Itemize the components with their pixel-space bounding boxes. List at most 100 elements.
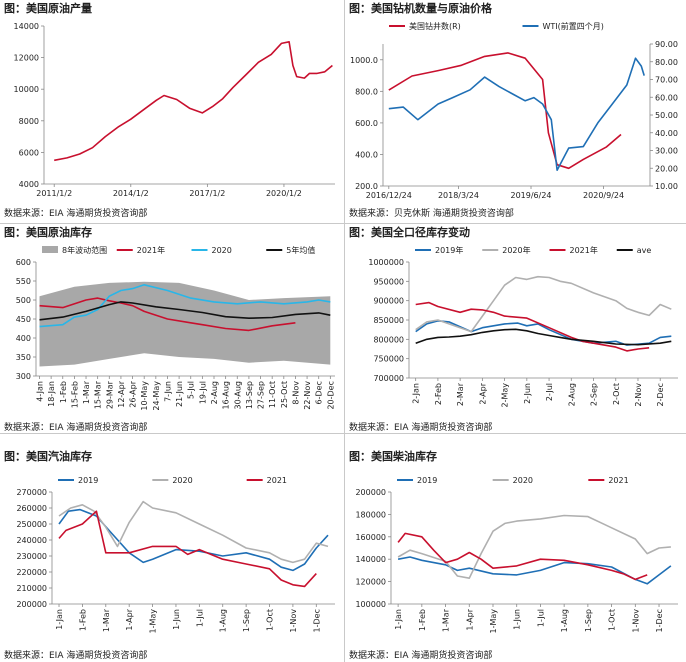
x-tick-label: 12-Apr (117, 380, 126, 407)
series-line (58, 510, 317, 588)
divider-vertical (344, 0, 345, 662)
x-tick-label: 18-Jan (47, 381, 56, 407)
series-line (39, 301, 331, 321)
x-tick-label: 2-Sep (590, 383, 599, 406)
x-tick-label: 2016/12/24 (366, 191, 412, 200)
y-tick-label: 8000 (19, 117, 39, 126)
y-tick-label: 300 (16, 372, 31, 381)
y-tick-label: 550 (16, 277, 31, 286)
divider-horizontal (0, 223, 686, 224)
panel-gasoline-inventory: 图：美国汽油库存 200000 210000 220000 230000 240000 2… (0, 448, 343, 662)
y2-tick-label: 50.00 (655, 111, 678, 120)
x-tick-label: 1-May (149, 609, 158, 634)
y-tick-label: 100000 (355, 600, 386, 609)
x-tick-label: 25-Oct (280, 381, 289, 408)
x-tick-label: 10-May (140, 381, 149, 411)
x-tick-label: 2-Aug (567, 383, 576, 406)
x-tick-label: 4-Jan (35, 381, 44, 402)
x-tick-label: 22-Nov (303, 381, 312, 410)
series-line (54, 40, 333, 162)
panel-total-inventory: 图：美国全口径库存变动 700000 750000 800000 850000 9000… (345, 224, 686, 434)
x-tick-label: 15-Feb (70, 381, 79, 408)
y-tick-label: 140000 (355, 555, 386, 564)
x-tick-label: 1-Aug (219, 609, 228, 632)
y-tick-label: 800000 (373, 335, 404, 344)
x-tick-label: 2-Jun (523, 383, 532, 404)
x-tick-label: 1-Feb (418, 609, 427, 631)
y-tick-label: 350 (16, 353, 31, 362)
panel-crude-inventory: 图：美国原油库存 300 350 400 450 500 550 600 4-Jan 18-Ja… (0, 224, 343, 434)
x-tick-label: 2011/1/2 (36, 189, 72, 198)
legend-label: 2019年 (435, 245, 463, 255)
x-tick-label: 19-Jul (198, 381, 207, 404)
x-tick-label: 1-Aug (560, 609, 569, 632)
x-tick-label: 2-Dec (656, 383, 665, 406)
y-tick-label: 200000 (16, 600, 47, 609)
y-tick-label: 800.0 (355, 87, 378, 96)
y-tick-label: 14000 (14, 22, 39, 31)
x-tick-label: 5-Jul (187, 381, 196, 399)
y-tick-label: 180000 (355, 510, 386, 519)
x-tick-label: 13-Sep (245, 381, 254, 409)
y-tick-label: 220000 (16, 568, 47, 577)
x-tick-label: 2-Nov (634, 383, 643, 407)
series-line (58, 500, 329, 564)
x-tick-label: 7-Jun (163, 381, 172, 402)
x-tick-label: 8-Nov (291, 381, 300, 405)
y-tick-label: 160000 (355, 533, 386, 542)
x-tick-label: 27-Sep (257, 381, 266, 409)
y-tick-label: 750000 (373, 355, 404, 364)
legend-label: WTI(前置四个月) (543, 21, 604, 31)
divider-horizontal (0, 433, 686, 434)
x-tick-label: 2-Jul (545, 383, 554, 401)
y-tick-label: 4000 (19, 180, 39, 189)
y2-tick-label: 20.00 (655, 164, 678, 173)
y-tick-label: 200.0 (355, 182, 378, 191)
y-tick-label: 450 (16, 315, 31, 324)
legend-label: 2020年 (502, 245, 530, 255)
panel-crude-production: 图：美国原油产量 4000 6000 8000 10000 12000 14000 2011… (0, 0, 343, 224)
legend-label: 2020 (513, 476, 533, 485)
panel-title: 图：美国柴油库存 (349, 450, 437, 463)
panel-source: 数据来源：EIA 海通期货投资咨询部 (349, 423, 493, 433)
chart-diesel-inventory: 100000 120000 140000 160000 180000 200000 1-Ja… (355, 476, 678, 634)
series-line (415, 275, 672, 333)
x-tick-label: 1-Oct (608, 609, 617, 631)
panel-source: 数据来源：EIA 海通期货投资咨询部 (349, 651, 493, 661)
x-tick-label: 2-Aug (210, 381, 219, 404)
x-tick-label: 1-Dec (655, 609, 664, 632)
y-tick-label: 230000 (16, 552, 47, 561)
series-line (397, 532, 648, 581)
series-line (39, 283, 331, 328)
chart-gasoline-inventory: 200000 210000 220000 230000 240000 250000 2600… (16, 476, 335, 634)
y-tick-label: 900000 (373, 297, 404, 306)
panel-title: 图：美国汽油库存 (4, 450, 92, 463)
x-tick-label: 1-Sep (242, 609, 251, 632)
x-tick-label: 1-Feb (78, 609, 87, 631)
legend-label: 8年波动范围 (62, 245, 107, 255)
x-tick-label: 2-Feb (434, 383, 443, 405)
panel-source: 数据来源：EIA 海通期货投资咨询部 (4, 423, 148, 433)
x-tick-label: 1-May (489, 609, 498, 634)
panel-source: 数据来源：EIA 海通期货投资咨询部 (4, 651, 148, 661)
series-line (39, 297, 296, 332)
x-tick-label: 1-Jan (394, 609, 403, 630)
x-tick-label: 2019/6/24 (510, 191, 551, 200)
x-tick-label: 2-Oct (612, 383, 621, 405)
x-tick-label: 16-Aug (222, 381, 231, 410)
x-tick-label: 2020/1/2 (266, 189, 302, 198)
panel-rigs-vs-oil: 图：美国钻机数量与原油价格 200.0 400.0 600.0 800.0 1000.0… (345, 0, 686, 224)
series-line (388, 52, 622, 170)
x-tick-label: 2-Mar (456, 382, 465, 406)
legend-label: 2020 (172, 476, 192, 485)
legend-label: 2021 (267, 476, 287, 485)
series-line (388, 57, 645, 171)
x-tick-label: 2017/1/2 (189, 189, 225, 198)
panel-title: 图：美国全口径库存变动 (349, 226, 470, 239)
y-tick-label: 6000 (19, 148, 39, 157)
x-tick-label: 1-Dec (312, 609, 321, 632)
legend-label: 2019 (417, 476, 437, 485)
y2-tick-label: 60.00 (655, 93, 678, 102)
